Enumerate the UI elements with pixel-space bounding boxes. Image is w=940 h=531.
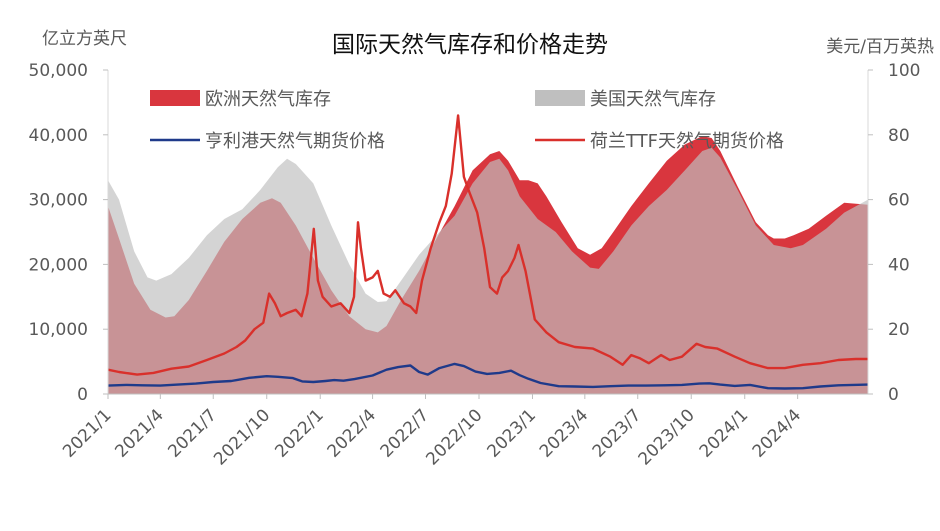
legend-label: 荷兰TTF天然气期货价格 [590, 131, 784, 152]
x-tick-label: 2023/1 [484, 405, 540, 461]
x-tick-label: 2022/10 [422, 405, 486, 469]
x-tick-label: 2022/4 [324, 405, 380, 461]
left-y-axis-unit: 亿立方英尺 [42, 29, 127, 49]
left-y-tick-label: 10,000 [29, 320, 88, 340]
left-y-ticks: 0 10,000 20,000 30,000 40,000 50,000 [29, 61, 108, 405]
x-tick-label: 2022/1 [271, 405, 327, 461]
left-y-tick-label: 30,000 [29, 191, 88, 211]
left-y-tick-label: 0 [77, 385, 88, 405]
right-y-tick-label: 20 [888, 320, 910, 340]
legend-label: 亨利港天然气期货价格 [205, 131, 385, 152]
x-tick-label: 2021/1 [59, 405, 115, 461]
left-y-tick-label: 50,000 [29, 61, 88, 81]
right-y-ticks: 0 20 40 60 80 100 [868, 61, 920, 405]
right-y-tick-label: 80 [888, 126, 910, 146]
right-y-tick-label: 40 [888, 255, 910, 275]
right-y-tick-label: 0 [888, 385, 899, 405]
x-ticks: 2021/12021/42021/72021/102022/12022/4202… [59, 394, 805, 469]
x-tick-label: 2023/10 [635, 405, 699, 469]
x-tick-label: 2023/4 [536, 405, 592, 461]
axes [107, 70, 869, 395]
line-series-1 [107, 362, 869, 390]
line-series-2 [107, 114, 868, 376]
legend-swatch [150, 90, 200, 106]
legend-swatch [535, 90, 585, 106]
x-tick-label: 2024/4 [749, 405, 805, 461]
x-tick-label: 2021/10 [210, 405, 274, 469]
legend-label: 欧洲天然气库存 [205, 89, 331, 110]
left-y-tick-label: 40,000 [29, 126, 88, 146]
x-tick-label: 2021/4 [111, 405, 167, 461]
x-tick-label: 2024/1 [696, 405, 752, 461]
chart-title: 国际天然气库存和价格走势 [332, 32, 608, 58]
left-y-tick-label: 20,000 [29, 255, 88, 275]
legend-label: 美国天然气库存 [590, 89, 716, 110]
plot-lines [107, 114, 869, 390]
right-y-tick-label: 100 [888, 61, 920, 81]
right-y-axis-unit: 美元/百万英热 [826, 37, 934, 57]
right-y-tick-label: 60 [888, 191, 910, 211]
